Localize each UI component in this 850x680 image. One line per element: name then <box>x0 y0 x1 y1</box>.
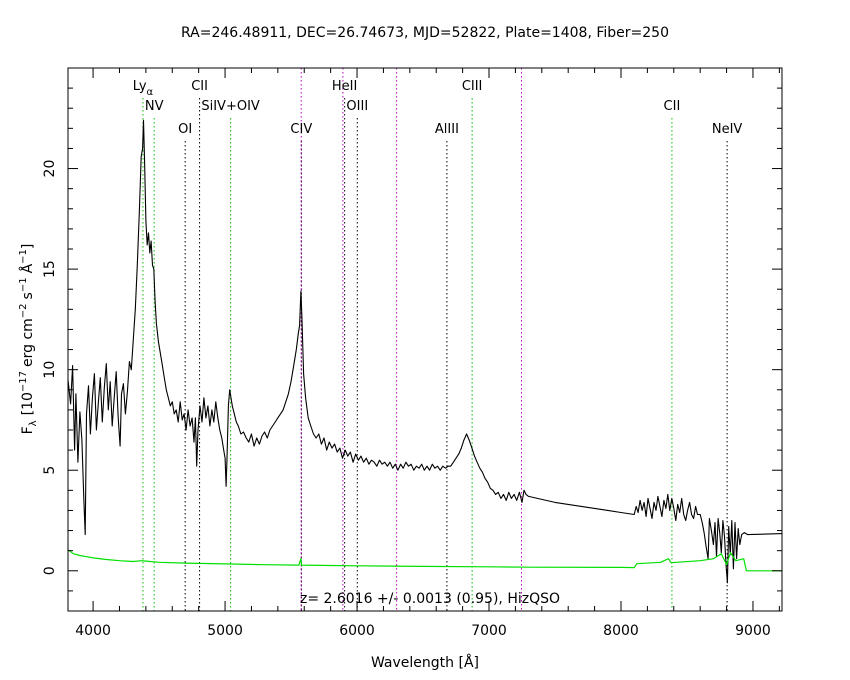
spectral-line-label: NeIV <box>712 122 743 137</box>
y-axis-label-exponent: −1 <box>18 249 29 264</box>
y-tick-label: 0 <box>42 566 58 575</box>
x-tick-label: 7000 <box>471 623 507 639</box>
y-tick-label: 10 <box>42 361 58 379</box>
spectral-line-label-text: SiIV+OIV <box>201 99 260 114</box>
spectral-line-label-text: CII <box>664 99 681 114</box>
spectral-line-label: CII <box>191 79 208 94</box>
x-tick-label: 4000 <box>75 623 111 639</box>
spectral-line-label: CII <box>664 99 681 114</box>
spectral-line-label-text: OI <box>178 122 192 137</box>
x-tick-label: 5000 <box>207 623 243 639</box>
spectral-line-label-text: CIII <box>462 79 483 94</box>
y-tick-label: 20 <box>42 160 58 178</box>
x-axis-label: Wavelength [Å] <box>371 654 479 671</box>
spectral-line-label-text: CII <box>191 79 208 94</box>
error-series-line <box>67 549 782 572</box>
y-axis-label-symbol: F <box>20 426 36 434</box>
y-axis-label: Fλ[10−17erg cm−2s−1Å−1] <box>18 244 39 435</box>
flux-series-line <box>67 119 783 584</box>
spectral-line-label-text: NV <box>145 99 164 114</box>
spectral-line-markers <box>142 68 728 611</box>
y-tick-label: 5 <box>42 466 58 475</box>
axes: 4000 5000 6000 7000 8000 9000 0 5 10 15 20 <box>42 67 782 639</box>
chart-title: RA=246.48911, DEC=26.74673, MJD=52822, P… <box>181 25 669 41</box>
plot-frame <box>67 67 783 612</box>
spectral-line-label: HeII <box>332 79 357 94</box>
spectral-line-label: SiIV+OIV <box>201 99 260 114</box>
spectral-line-label: AlIII <box>435 122 459 137</box>
y-axis-label-unit: ] <box>20 244 36 249</box>
y-axis-label-exponent: −17 <box>18 371 29 392</box>
x-tick-label: 8000 <box>603 623 639 639</box>
y-axis-label-subscript: λ <box>28 420 39 426</box>
spectral-line-label: OIII <box>346 99 368 114</box>
y-axis-label-unit: [10 <box>20 392 36 415</box>
spectral-line-label: CIII <box>462 79 483 94</box>
y-axis-label-exponent: −2 <box>18 303 29 318</box>
spectral-line-label-text: HeII <box>332 79 357 94</box>
spectral-line-label-text: CIV <box>290 122 312 137</box>
series-layer <box>67 119 783 584</box>
spectral-line-label-subscript: α <box>147 87 154 98</box>
y-axis-label-unit: Å <box>19 263 36 273</box>
y-tick-label: 15 <box>42 260 58 278</box>
redshift-annotation: z= 2.6016 +/- 0.0013 (0.95), HizQSO <box>300 591 560 607</box>
spectral-line-label: NV <box>145 99 164 114</box>
spectral-line-label-text: AlIII <box>435 122 459 137</box>
x-tick-label: 6000 <box>339 623 375 639</box>
spectral-line-label: OI <box>178 122 192 137</box>
spectral-line-label: Lyα <box>133 79 154 98</box>
spectral-line-label-text: Ly <box>133 79 147 94</box>
y-axis-label-unit: erg cm <box>20 318 36 367</box>
y-axis-label-unit: s <box>20 292 36 299</box>
spectral-line-label-text: OIII <box>346 99 368 114</box>
y-axis-label-exponent: −1 <box>18 277 29 292</box>
x-tick-label: 9000 <box>735 623 771 639</box>
spectral-line-label: CIV <box>290 122 312 137</box>
spectral-line-label-text: NeIV <box>712 122 743 137</box>
